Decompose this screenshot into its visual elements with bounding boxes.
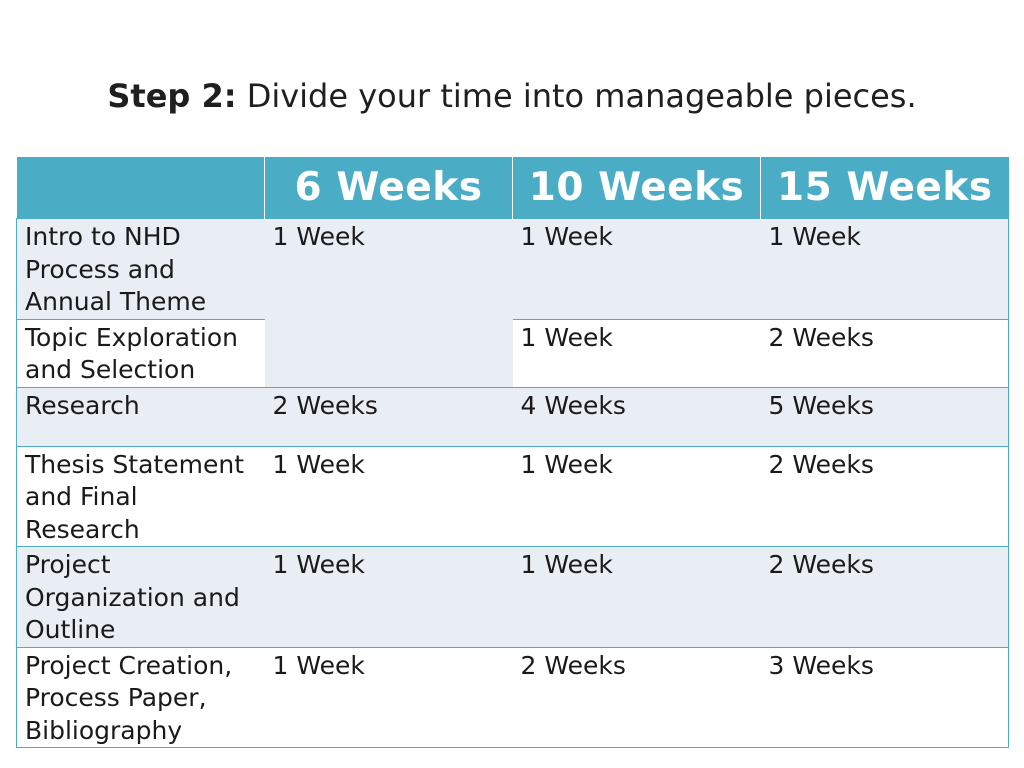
phase-cell: Research (16, 386, 265, 447)
phase-cell: Topic Exploration and Selection (16, 318, 265, 388)
ten-week-cell: 1 Week (512, 318, 761, 388)
header-cell-phase (16, 157, 265, 219)
six-week-cell: 1 Week (264, 646, 513, 748)
fifteen-week-cell: 2 Weeks (760, 546, 1009, 648)
table-row: Topic Exploration and Selection 1 Week 2… (16, 318, 1009, 388)
ten-week-cell: 2 Weeks (512, 646, 761, 748)
fifteen-week-cell: 1 Week (760, 218, 1009, 320)
ten-week-cell: 1 Week (512, 546, 761, 648)
header-cell-6-weeks: 6 Weeks (264, 157, 513, 219)
header-cell-10-weeks: 10 Weeks (512, 157, 761, 219)
six-week-cell: 1 Week (264, 546, 513, 648)
ten-week-cell: 4 Weeks (512, 386, 761, 447)
phase-cell: Intro to NHD Process and Annual Theme (16, 218, 265, 320)
title-text: Divide your time into manageable pieces. (246, 77, 917, 115)
six-week-cell: 2 Weeks (264, 386, 513, 447)
table-row: Thesis Statement and Final Research 1 We… (16, 445, 1009, 547)
slide-title: Step 2: Divide your time into manageable… (0, 74, 1024, 118)
phase-cell: Project Organization and Outline (16, 546, 265, 648)
table-row: Project Creation, Process Paper, Bibliog… (16, 646, 1009, 748)
fifteen-week-cell: 2 Weeks (760, 445, 1009, 547)
phase-cell: Thesis Statement and Final Research (16, 445, 265, 547)
fifteen-week-cell: 5 Weeks (760, 386, 1009, 447)
table-row: Intro to NHD Process and Annual Theme 1 … (16, 218, 1009, 388)
header-cell-15-weeks: 15 Weeks (760, 157, 1009, 219)
six-week-cell: 1 Week (264, 445, 513, 547)
six-week-cell: 1 Week (264, 218, 513, 388)
step-label: Step 2: (107, 77, 237, 115)
schedule-table: 6 Weeks 10 Weeks 15 Weeks Intro to NHD P… (16, 157, 1009, 748)
ten-week-cell: 1 Week (512, 445, 761, 547)
header-row: 6 Weeks 10 Weeks 15 Weeks (16, 157, 1009, 219)
fifteen-week-cell: 2 Weeks (760, 318, 1009, 388)
phase-cell: Project Creation, Process Paper, Bibliog… (16, 646, 265, 748)
fifteen-week-cell: 3 Weeks (760, 646, 1009, 748)
table-row: Research 2 Weeks 4 Weeks 5 Weeks (16, 386, 1009, 447)
table-row: Project Organization and Outline 1 Week … (16, 546, 1009, 648)
ten-week-cell: 1 Week (512, 218, 761, 320)
